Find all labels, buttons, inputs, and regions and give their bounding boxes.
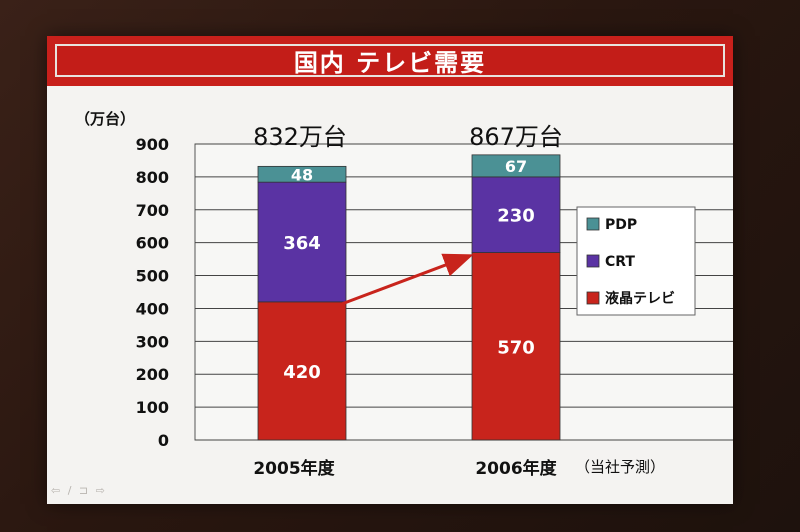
bar-segment [471,252,561,441]
slide-title: 国内 テレビ需要 [55,44,725,77]
y-tick-label: 200 [136,365,169,384]
bar-value-label: 230 [497,206,535,227]
presentation-slide: 国内 テレビ需要 0 100 200 300 400 500 600 700 800 900 （万… [47,36,733,504]
legend-swatch [586,254,600,268]
y-tick-label: 500 [136,267,169,286]
x-category-label: 2005年度 [253,458,335,479]
bar-segment [257,165,347,183]
title-bar: 国内 テレビ需要 [47,36,733,86]
bar-value-label: 570 [497,337,535,358]
bar-total-label: 867万台 [469,123,563,151]
bar-value-label: 67 [505,157,527,176]
bar-segment [257,181,347,303]
bar-segment [471,154,561,178]
bar-value-label: 420 [283,362,321,383]
trend-arrow [341,253,474,306]
bar-total-label: 832万台 [253,123,347,151]
y-tick-label: 700 [136,201,169,220]
forecast-note: （当社予測） [575,458,665,476]
x-category-label: 2006年度 [475,458,557,479]
legend-swatch [586,217,600,231]
legend-label: PDP [605,217,637,233]
stacked-bar-chart: 0 100 200 300 400 500 600 700 800 900 （万台） 420 364… [75,110,733,479]
y-tick-label: 900 [136,135,169,154]
bar-segment [257,301,347,441]
x-axis-category-labels: 2005年度 2006年度 [253,458,557,479]
y-tick-label: 600 [136,234,169,253]
bar-value-label: 48 [291,165,313,184]
y-tick-label: 400 [136,299,169,318]
bar-segment [471,176,561,253]
legend: PDP CRT 液晶テレビ [576,206,696,316]
y-tick-label: 100 [136,398,169,417]
bar-value-label: 364 [283,233,321,254]
bars: 420 364 48 570 230 67 [257,154,561,441]
legend-swatch [586,291,600,305]
y-axis-tick-labels: 0 100 200 300 400 500 600 700 800 900 [136,135,169,450]
y-tick-label: 800 [136,168,169,187]
y-tick-label: 0 [158,431,169,450]
total-labels: 832万台 867万台 [253,123,563,151]
legend-label: CRT [605,254,635,270]
slide-navigation-arrows[interactable]: ⇦ / ⊐ ⇨ [51,484,107,497]
y-axis-unit-label: （万台） [75,110,135,128]
y-tick-label: 300 [136,332,169,351]
legend-label: 液晶テレビ [605,290,675,307]
